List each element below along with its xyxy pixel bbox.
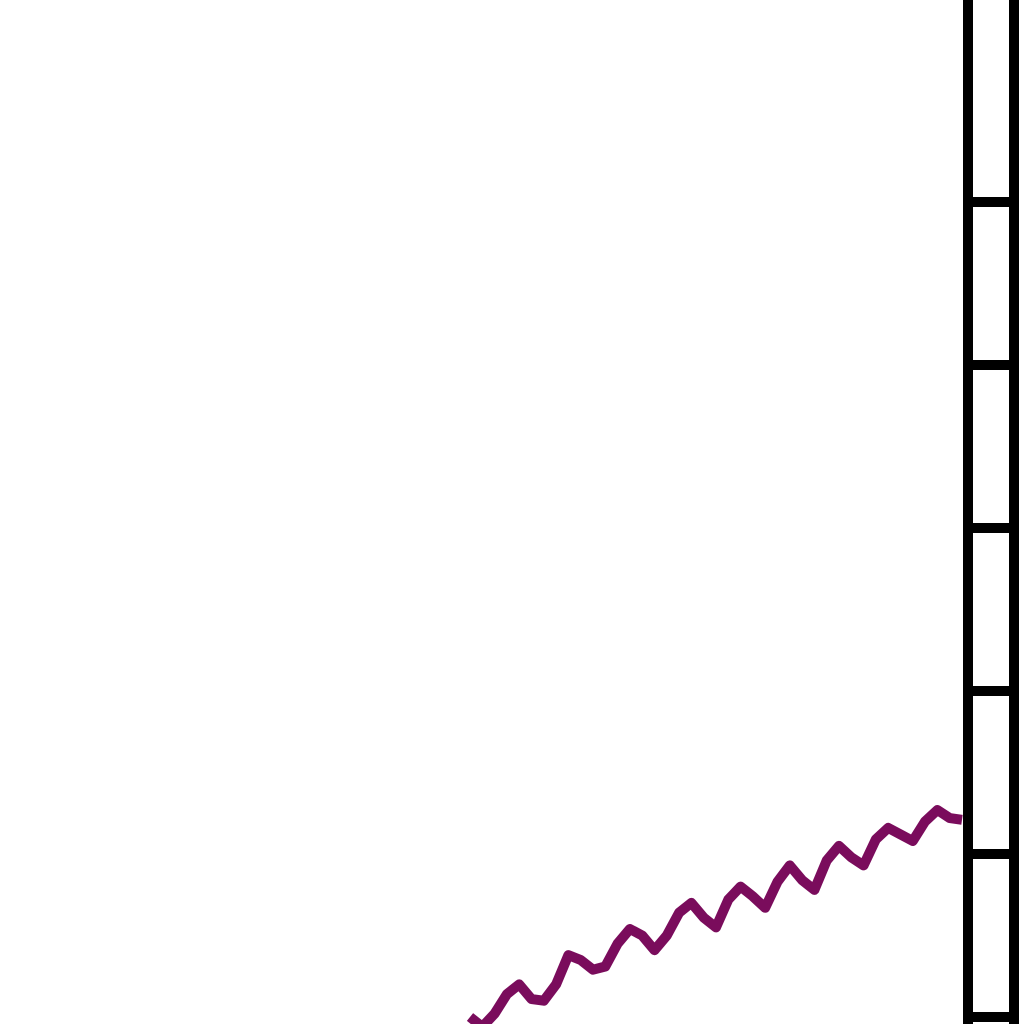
series-line-0 xyxy=(466,805,963,1024)
series-layer xyxy=(466,805,963,1024)
y-axis xyxy=(963,0,1019,1024)
